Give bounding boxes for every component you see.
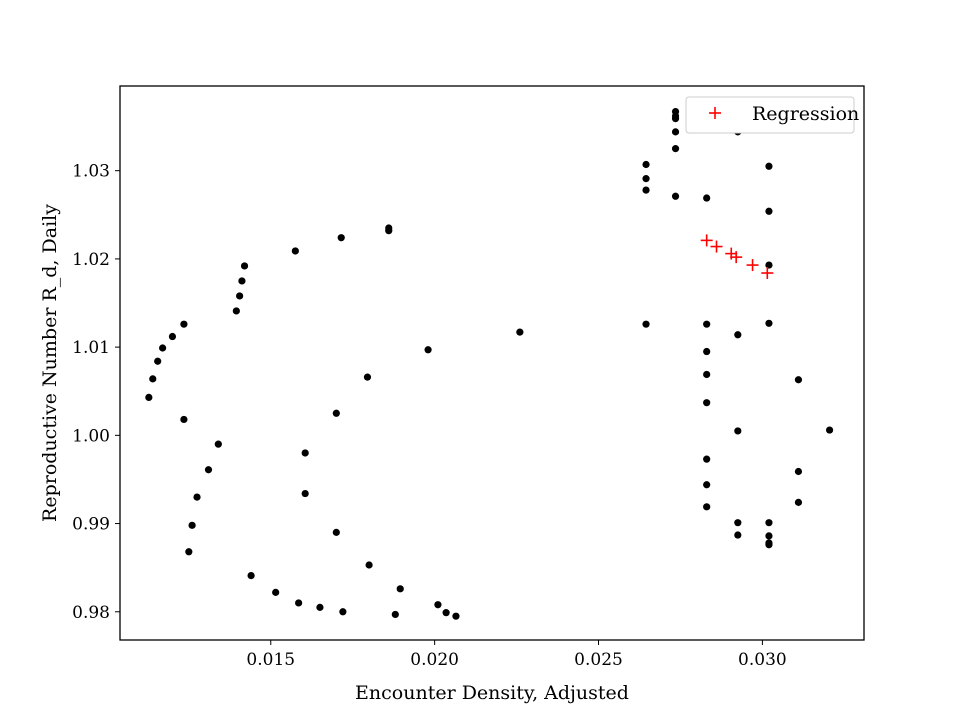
y-tick-label: 1.02	[72, 250, 110, 270]
data-point	[825, 426, 834, 434]
data-point	[765, 319, 773, 327]
data-point	[180, 415, 188, 424]
data-point	[301, 489, 309, 498]
data-point	[363, 373, 372, 381]
legend-label-regression: Regression	[752, 103, 859, 125]
data-point	[236, 292, 244, 300]
y-axis-ticks: 0.98 0.99 1.00 1.01 1.02 1.03	[72, 162, 120, 623]
data-point	[734, 531, 742, 539]
x-tick-label: 0.015	[246, 650, 295, 670]
data-point	[168, 332, 177, 341]
data-point	[240, 262, 249, 270]
legend-plus-marker	[709, 107, 721, 119]
legend: Regression	[685, 96, 859, 134]
data-point	[396, 585, 404, 593]
data-point	[316, 603, 324, 611]
regression-point	[761, 267, 774, 280]
x-axis-ticks: 0.015 0.020 0.025 0.030	[246, 640, 787, 670]
data-point	[159, 344, 167, 352]
y-tick-label: 0.99	[72, 515, 110, 535]
data-point	[642, 320, 650, 328]
data-point	[703, 399, 711, 407]
data-point	[794, 498, 803, 506]
y-tick-label: 0.98	[72, 603, 110, 623]
data-point	[247, 572, 255, 580]
data-point	[671, 192, 680, 200]
data-point	[291, 247, 299, 255]
data-point	[295, 599, 303, 607]
legend-box	[685, 96, 855, 134]
data-point	[671, 115, 680, 123]
regression-points	[700, 234, 774, 280]
data-point	[188, 521, 196, 529]
data-point	[185, 548, 193, 556]
data-point	[424, 346, 432, 354]
x-tick-label: 0.030	[738, 650, 787, 670]
data-point	[238, 277, 246, 285]
data-point	[272, 588, 280, 596]
data-point	[642, 160, 650, 169]
data-point	[703, 320, 711, 328]
data-point	[434, 601, 442, 609]
data-point	[703, 370, 711, 379]
data-point	[734, 331, 742, 339]
data-point	[671, 128, 680, 136]
y-tick-label: 1.00	[72, 426, 110, 446]
data-point	[339, 608, 347, 616]
data-point	[703, 503, 711, 511]
legend-marker-plus	[709, 107, 721, 119]
data-point	[703, 194, 711, 202]
data-point	[516, 328, 524, 336]
data-point	[671, 145, 680, 153]
data-point	[154, 357, 162, 365]
regression-point	[700, 234, 713, 247]
data-point	[365, 561, 373, 569]
data-point	[149, 375, 157, 383]
data-point	[642, 186, 650, 194]
data-point	[332, 409, 340, 417]
data-point	[180, 320, 188, 328]
data-point	[765, 519, 773, 527]
data-point	[734, 427, 742, 435]
data-point	[145, 393, 153, 402]
regression-point	[746, 259, 759, 272]
y-axis-label: Reproductive Number R_d, Daily	[39, 204, 61, 522]
data-point	[765, 162, 773, 170]
regression-point	[710, 240, 723, 253]
data-point	[703, 481, 711, 489]
data-point	[385, 227, 393, 235]
data-point	[765, 541, 773, 549]
data-point	[642, 175, 650, 183]
regression-point	[730, 251, 743, 264]
data-point	[232, 307, 240, 315]
data-point	[442, 609, 450, 617]
y-tick-label: 1.01	[72, 338, 110, 358]
data-point	[193, 493, 201, 501]
y-tick-label: 1.03	[72, 162, 110, 182]
x-tick-label: 0.020	[410, 650, 459, 670]
data-point	[452, 612, 460, 620]
data-point	[204, 466, 213, 474]
data-point	[337, 234, 345, 242]
data-point	[765, 207, 773, 215]
data-point	[765, 261, 773, 269]
data-point	[794, 467, 803, 476]
data-point	[301, 449, 309, 457]
data-point	[765, 532, 773, 540]
x-tick-label: 0.025	[574, 650, 623, 670]
data-point	[332, 528, 340, 536]
x-axis-label: Encounter Density, Adjusted	[355, 682, 629, 704]
data-point	[734, 519, 742, 527]
data-point	[703, 455, 711, 463]
data-point	[214, 440, 222, 448]
data-point	[703, 347, 711, 356]
data-point	[794, 376, 803, 384]
data-point	[391, 610, 399, 619]
plot-frame	[119, 85, 865, 641]
